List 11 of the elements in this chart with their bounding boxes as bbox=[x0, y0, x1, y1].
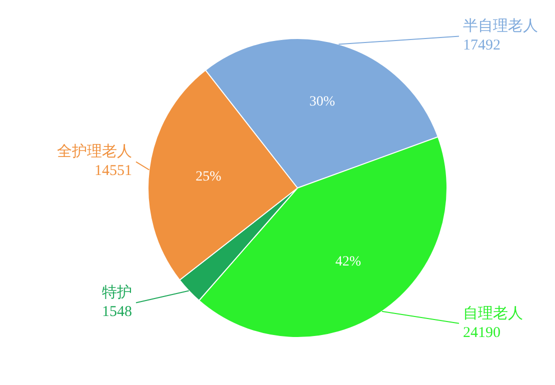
text: 1548 bbox=[102, 304, 132, 320]
slice-label: 半自理老人 bbox=[463, 18, 538, 35]
text: 17492 bbox=[463, 38, 500, 54]
data-label: 42% bbox=[335, 254, 362, 270]
slice-label: 自理老人 bbox=[463, 304, 523, 322]
data-label: 25% bbox=[196, 170, 222, 185]
slice-label: 全护理老人 bbox=[57, 143, 132, 160]
slice-label: 特护 bbox=[102, 284, 132, 302]
data-label: 30% bbox=[309, 94, 336, 110]
text: 14551 bbox=[94, 163, 132, 180]
text: 24190 bbox=[463, 324, 500, 341]
